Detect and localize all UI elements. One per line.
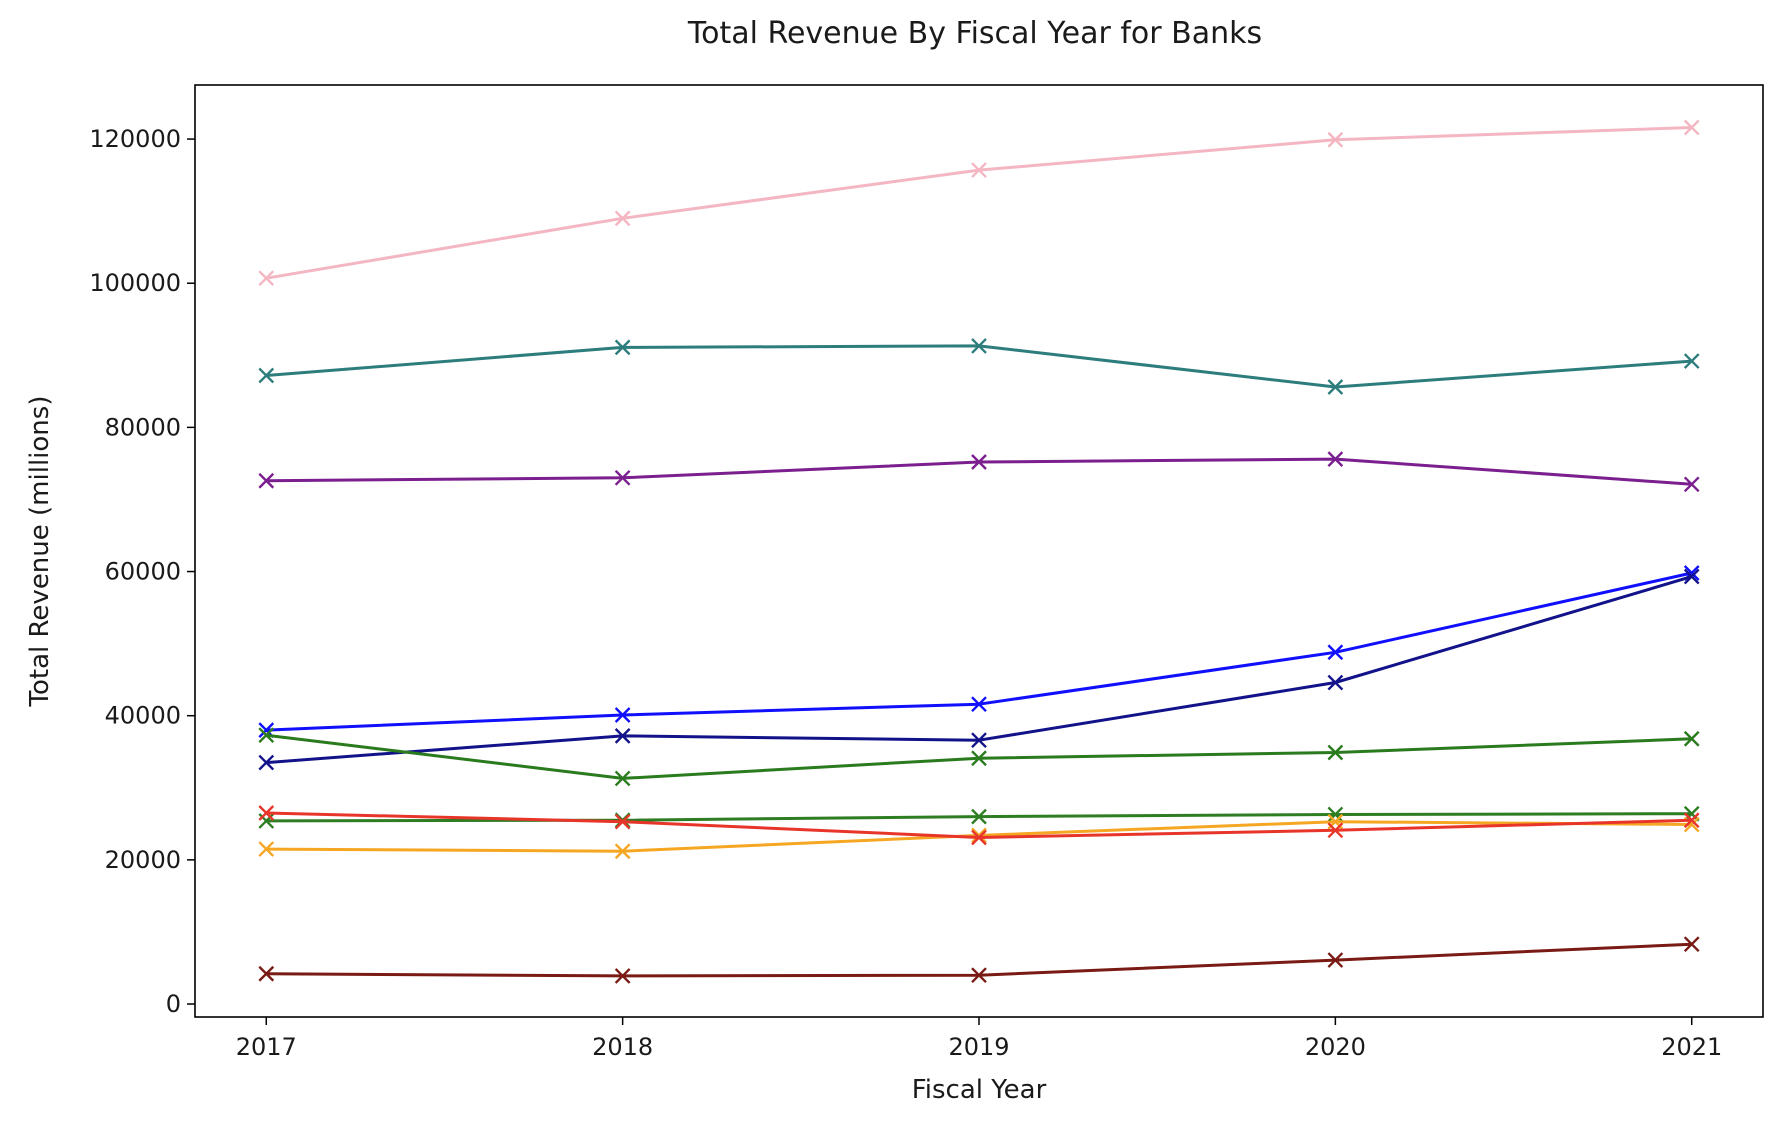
data-point-marker [1327,379,1344,395]
data-point-marker [971,696,987,713]
x-axis-label: Fiscal Year [912,1075,1047,1105]
data-point-marker [614,339,631,356]
data-point-marker [971,829,987,846]
data-point-marker [971,808,987,825]
series-line [264,571,1694,732]
series-group [258,568,1700,771]
data-point-marker [1327,644,1344,661]
data-point-marker [1327,822,1344,839]
data-point-marker [614,813,631,830]
series-group [258,565,1700,738]
series-line [264,344,1694,389]
data-point-marker [614,968,631,984]
y-tick-label: 40000 [105,702,181,730]
plot-frame [194,84,1764,1018]
data-point-marker [258,754,275,771]
x-tick-label: 2017 [236,1033,297,1061]
series-group [258,813,1700,860]
x-tick-label: 2020 [1305,1033,1366,1061]
data-point-marker [971,732,987,749]
data-point-marker [258,472,275,489]
data-point-marker [1683,353,1700,369]
series-line [264,942,1694,978]
x-tick-label: 2019 [948,1033,1009,1061]
y-axis-label: Total Revenue (millions) [25,396,55,708]
series-group [258,119,1700,287]
data-point-marker [614,728,631,744]
data-point-marker [614,469,631,486]
data-point-marker [258,841,275,857]
series-group [258,338,1700,395]
y-tick-label: 60000 [105,558,181,586]
data-point-marker [258,965,275,982]
y-axis: 0 20000 40000 60000 80000 100000 120000 [89,125,195,1018]
data-point-marker [971,162,987,178]
data-point-marker [258,270,275,287]
y-tick-label: 120000 [89,125,181,153]
data-point-marker [1683,936,1700,953]
data-point-marker [971,967,987,984]
series-group [258,451,1700,493]
y-tick-label: 100000 [89,269,181,297]
x-axis: 2017 2018 2019 2020 2021 [236,1017,1722,1061]
data-point-marker [971,827,987,844]
data-point-marker [971,454,987,470]
data-point-marker [1683,476,1700,493]
data-point-marker [614,843,631,860]
y-tick-label: 20000 [105,846,181,874]
data-point-marker [258,727,275,744]
chart-title: Total Revenue By Fiscal Year for Banks [687,16,1262,51]
data-point-marker [258,367,275,384]
data-point-marker [1327,674,1344,691]
y-tick-label: 80000 [105,413,181,441]
series-line [264,126,1694,280]
data-point-marker [1327,744,1344,761]
series-group [258,727,1700,787]
data-point-marker [971,338,987,354]
data-point-marker [614,770,631,787]
data-point-marker [1327,806,1344,823]
series-group [258,805,1700,846]
data-point-marker [1683,730,1700,747]
data-point-marker [1327,952,1344,968]
x-tick-label: 2018 [592,1033,653,1061]
data-point-marker [614,210,631,227]
data-point-marker [971,750,987,767]
series-line [264,575,1694,765]
y-tick-label: 0 [166,990,181,1018]
plot-content [258,119,1700,984]
data-point-marker [1327,131,1344,148]
data-point-marker [1683,568,1700,585]
x-tick-label: 2021 [1661,1033,1722,1061]
series-group [258,936,1700,984]
data-point-marker [1683,119,1700,136]
data-point-marker [1327,451,1344,467]
data-point-marker [258,805,275,821]
data-point-marker [1683,812,1700,829]
data-point-marker [614,707,631,723]
